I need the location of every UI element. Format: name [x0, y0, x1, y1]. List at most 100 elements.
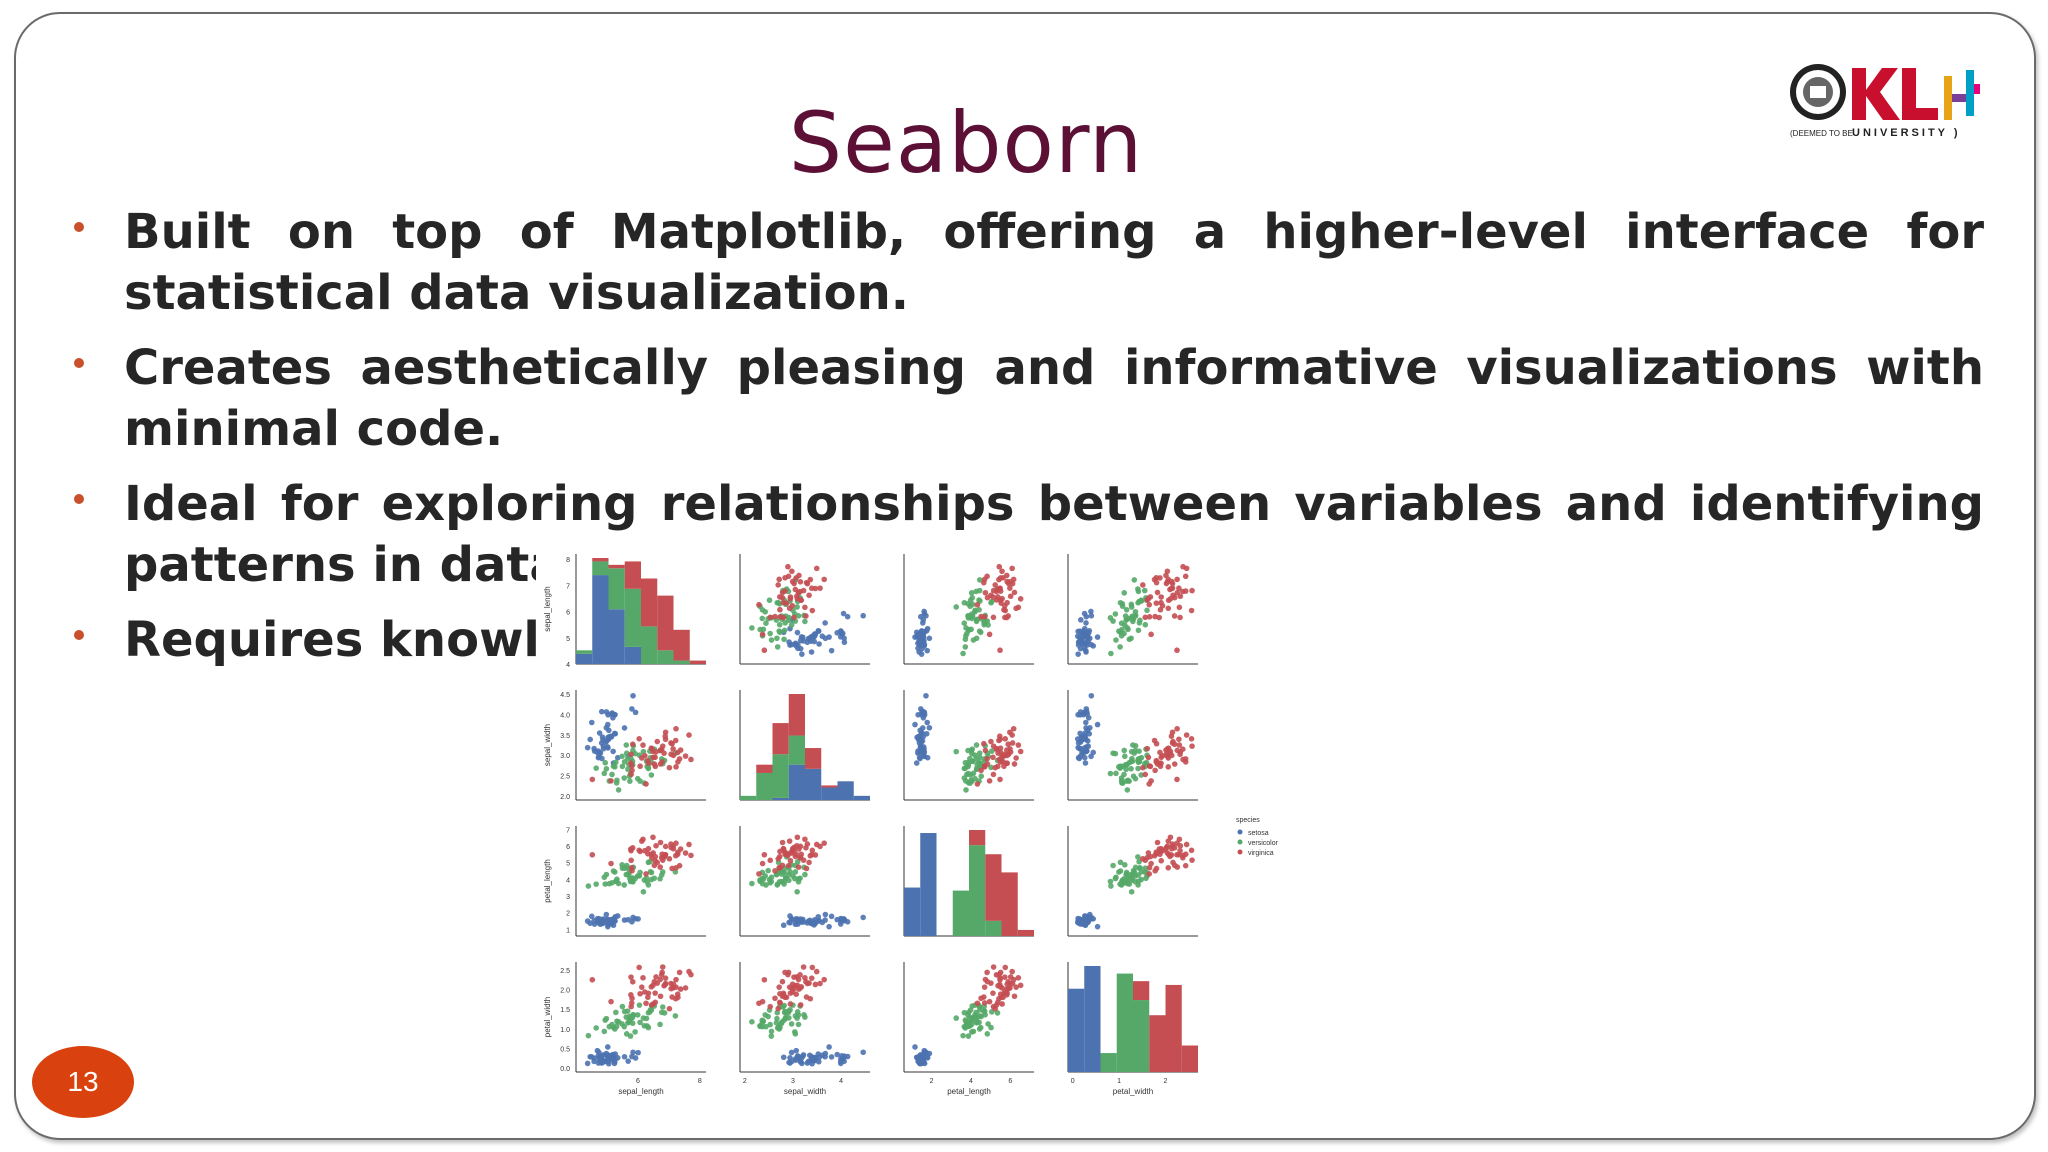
scatter-point — [1013, 605, 1019, 612]
scatter-point — [1157, 575, 1163, 581]
scatter-point — [786, 838, 793, 844]
scatter-point — [625, 1058, 631, 1064]
histogram-bar — [689, 660, 706, 664]
scatter-point — [608, 860, 614, 867]
scatter-point — [1083, 613, 1090, 620]
scatter-point — [1084, 738, 1091, 744]
scatter-point — [1129, 613, 1136, 619]
scatter-point — [781, 1002, 788, 1009]
scatter-point — [785, 862, 792, 869]
scatter-point — [997, 585, 1003, 592]
scatter-point — [984, 618, 991, 624]
scatter-point — [808, 649, 815, 655]
scatter-point — [636, 964, 642, 971]
scatter-point — [674, 749, 681, 756]
scatter-point — [1165, 864, 1172, 871]
scatter-point — [638, 755, 645, 761]
y-tick-label: 2.0 — [560, 794, 570, 801]
scatter-point — [1004, 981, 1010, 987]
scatter-point — [1007, 585, 1013, 591]
scatter-point — [817, 980, 823, 987]
x-tick-label: 4 — [839, 1078, 843, 1085]
scatter-point — [785, 563, 791, 570]
scatter-point — [915, 750, 921, 756]
scatter-point — [1142, 865, 1149, 871]
scatter-point — [787, 857, 794, 864]
scatter-point — [1154, 589, 1161, 596]
scatter-point — [1013, 984, 1019, 990]
scatter-point — [585, 883, 592, 889]
scatter-point — [636, 1002, 643, 1008]
scatter-point — [1004, 614, 1010, 621]
scatter-point — [674, 851, 681, 858]
scatter-point — [793, 643, 800, 649]
scatter-point — [984, 1031, 991, 1037]
scatter-point — [1180, 854, 1186, 861]
scatter-point — [976, 577, 983, 583]
scatter-point — [603, 1052, 610, 1059]
scatter-point — [981, 994, 987, 1000]
histogram-bar — [772, 723, 789, 755]
scatter-point — [776, 576, 782, 583]
x-tick-label: 1 — [1117, 1078, 1121, 1085]
histogram-bar — [608, 564, 625, 569]
scatter-point — [601, 1028, 608, 1035]
histogram-bar — [1017, 929, 1034, 936]
scatter-point — [650, 834, 656, 841]
scatter-point — [782, 588, 788, 594]
bullet-item: Built on top of Matplotlib, offering a h… — [74, 202, 1984, 324]
x-tick-label: 6 — [1008, 1078, 1012, 1085]
histogram-bar — [985, 854, 1002, 921]
histogram-bar — [576, 653, 593, 664]
scatter-point — [1112, 611, 1119, 617]
scatter-point — [608, 916, 615, 923]
scatter-point — [976, 606, 982, 613]
x-tick-label: 2 — [743, 1078, 747, 1085]
scatter-point — [923, 730, 930, 737]
scatter-point — [996, 563, 1003, 570]
scatter-point — [1142, 614, 1149, 621]
scatter-point — [787, 595, 794, 602]
scatter-point — [792, 869, 799, 875]
scatter-point — [809, 1056, 815, 1063]
scatter-point — [632, 1029, 638, 1035]
scatter-point — [1017, 748, 1024, 755]
y-tick-label: 4.5 — [560, 692, 570, 699]
scatter-point — [666, 856, 673, 862]
scatter-point — [1113, 637, 1119, 643]
bullet-text: Built on top of Matplotlib, offering a h… — [124, 204, 1984, 321]
scatter-point — [1017, 596, 1024, 602]
scatter-point — [990, 754, 996, 761]
scatter-point — [608, 778, 614, 784]
scatter-point — [1141, 587, 1148, 594]
histogram-bar — [576, 650, 593, 654]
scatter-point — [615, 1019, 622, 1025]
scatter-point — [1171, 594, 1178, 601]
scatter-point — [812, 981, 819, 988]
scatter-point — [1144, 854, 1151, 861]
scatter-point — [921, 608, 927, 615]
scatter-point — [774, 644, 781, 650]
scatter-point — [969, 1014, 976, 1021]
scatter-point — [789, 1058, 796, 1064]
scatter-point — [669, 865, 675, 872]
scatter-point — [621, 1008, 628, 1015]
scatter-point — [978, 773, 985, 779]
scatter-point — [780, 922, 787, 929]
scatter-point — [797, 875, 803, 882]
scatter-point — [924, 719, 931, 726]
scatter-point — [652, 990, 658, 996]
scatter-point — [640, 889, 647, 895]
scatter-point — [658, 854, 665, 861]
scatter-point — [953, 604, 960, 610]
bullet-dot-icon — [74, 358, 84, 368]
legend-entry: setosa — [1248, 830, 1269, 837]
scatter-point — [997, 749, 1004, 756]
scatter-point — [1083, 719, 1089, 726]
scatter-point — [651, 875, 658, 882]
scatter-point — [610, 748, 616, 755]
legend-marker — [1237, 849, 1243, 855]
scatter-point — [1124, 787, 1131, 793]
scatter-point — [1174, 725, 1180, 732]
scatter-point — [919, 725, 926, 731]
